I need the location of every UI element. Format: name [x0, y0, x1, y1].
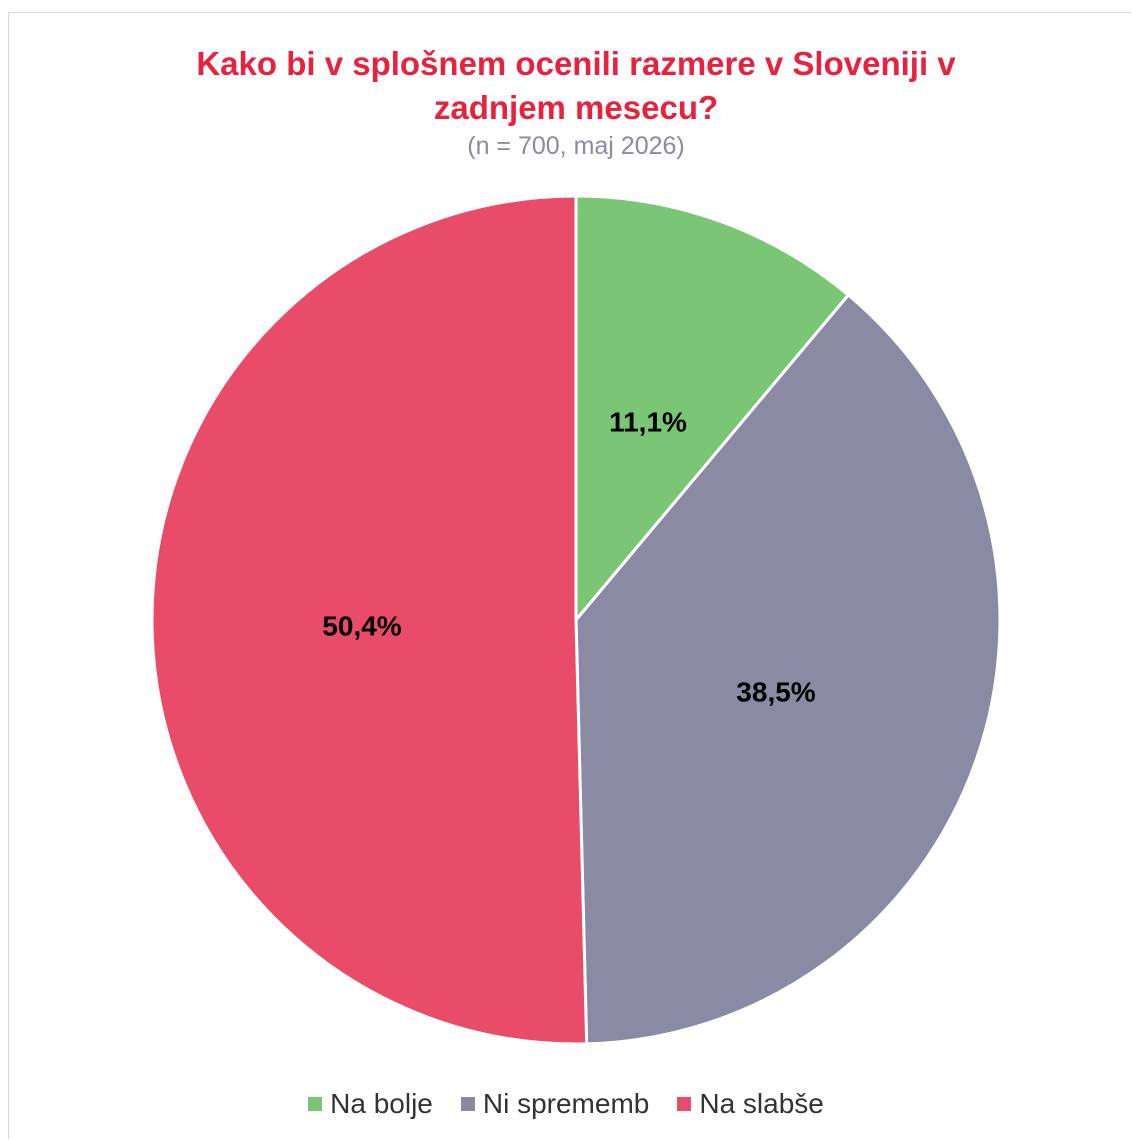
pie-slice-na-slab-e: [150, 194, 589, 1046]
legend-label: Na slabše: [699, 1088, 824, 1119]
legend-label: Na bolje: [330, 1088, 433, 1119]
chart-frame: [8, 12, 1131, 1139]
pie-slice-ni-sprememb: [574, 292, 1002, 1046]
chart-title-line-2: zadnjem mesecu?: [433, 89, 719, 126]
data-label-1: 11,1%: [609, 406, 687, 437]
chart-title: Kako bi v splošnem ocenili razmere v Slo…: [0, 42, 1132, 130]
legend-item-2: Ni sprememb: [460, 1088, 650, 1120]
legend-swatch: [308, 1097, 323, 1111]
pie-slice-na-bolje: [574, 194, 851, 625]
legend: Na bolje Ni sprememb Na slabše: [0, 1088, 1132, 1120]
data-label-3: 50,4%: [322, 610, 401, 641]
legend-swatch: [460, 1097, 475, 1111]
legend-swatch: [677, 1097, 692, 1111]
legend-label: Ni sprememb: [482, 1088, 650, 1119]
chart-title-line-1: Kako bi v splošnem ocenili razmere v Slo…: [196, 45, 956, 82]
data-label-2: 38,5%: [736, 676, 815, 707]
chart-subtitle: (n = 700, maj 2026): [467, 132, 685, 160]
legend-item-1: Na bolje: [308, 1088, 433, 1120]
legend-item-3: Na slabše: [677, 1088, 824, 1120]
